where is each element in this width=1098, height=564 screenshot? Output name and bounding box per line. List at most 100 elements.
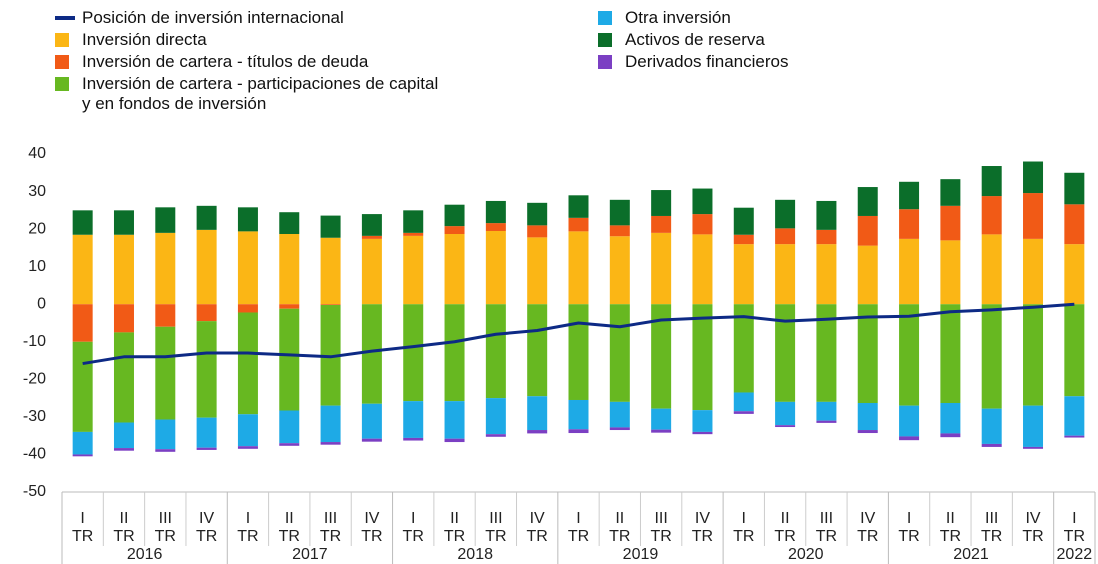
legend: Posición de inversión internacional Inver… xyxy=(55,8,998,114)
legend-label: Derivados financieros xyxy=(625,52,789,71)
bar-segment xyxy=(155,419,176,450)
bar-segment xyxy=(403,304,424,402)
legend-item: Derivados financieros xyxy=(598,52,998,72)
bar-segment xyxy=(733,207,754,235)
bar-segment xyxy=(361,304,382,404)
x-tick-label: TR xyxy=(733,528,754,545)
bar-segment xyxy=(527,225,548,238)
x-tick-label: II xyxy=(450,510,459,527)
x-tick-label: IV xyxy=(199,510,214,527)
bar-segment xyxy=(527,304,548,397)
bar-segment xyxy=(733,392,754,412)
x-tick-label: TR xyxy=(774,528,795,545)
bar-segment xyxy=(320,215,341,238)
bar-segment xyxy=(444,226,465,234)
bar-segment xyxy=(113,304,134,333)
bar-segment xyxy=(1023,161,1044,194)
bar-segment xyxy=(857,215,878,246)
bar-segment xyxy=(237,207,258,232)
legend-label: Inversión de cartera - participaciones d… xyxy=(82,74,439,113)
bar-segment xyxy=(403,210,424,233)
bar-segment xyxy=(320,405,341,443)
bar-segment xyxy=(444,204,465,227)
bar-segment xyxy=(775,425,796,428)
bar-segment xyxy=(775,244,796,305)
x-tick-label: TR xyxy=(444,528,465,545)
x-tick-label: TR xyxy=(816,528,837,545)
bar-segment xyxy=(444,438,465,443)
bar-segment xyxy=(403,235,424,305)
legend-swatch xyxy=(598,11,612,25)
x-group-label: 2017 xyxy=(292,546,328,563)
bar-segment xyxy=(568,217,589,232)
bar-segment xyxy=(816,200,837,230)
legend-label: Inversión directa xyxy=(82,30,207,49)
x-tick-label: TR xyxy=(72,528,93,545)
bar-segment xyxy=(485,200,506,224)
bar-segment xyxy=(113,448,134,451)
bar-segment xyxy=(651,190,672,216)
x-group-label: 2019 xyxy=(623,546,659,563)
y-tick-label: -50 xyxy=(23,483,46,500)
bar-segment xyxy=(981,443,1002,447)
y-tick-label: -30 xyxy=(23,408,46,425)
x-tick-label: TR xyxy=(361,528,382,545)
x-tick-label: TR xyxy=(609,528,630,545)
bar-segment xyxy=(733,244,754,305)
bar-segment xyxy=(940,433,961,438)
x-tick-label: I xyxy=(742,510,746,527)
bar-segment xyxy=(733,234,754,245)
legend-item: Posición de inversión internacional xyxy=(55,8,598,28)
bar-segment xyxy=(196,205,217,230)
bar-segment xyxy=(1064,244,1085,305)
bar-segment xyxy=(72,341,93,432)
bar-segment xyxy=(857,245,878,305)
bar-segment xyxy=(361,438,382,442)
x-tick-label: TR xyxy=(568,528,589,545)
bar-segment xyxy=(237,446,258,449)
bar-segment xyxy=(692,188,713,215)
x-group-label: 2022 xyxy=(1057,546,1093,563)
bar-segment xyxy=(899,436,920,441)
legend-item: Inversión de cartera - participaciones d… xyxy=(55,74,598,114)
bar-segment xyxy=(72,234,93,305)
x-tick-label: TR xyxy=(650,528,671,545)
bar-segment xyxy=(155,326,176,420)
legend-swatch xyxy=(598,55,612,69)
bar-segment xyxy=(444,304,465,402)
x-tick-label: TR xyxy=(692,528,713,545)
x-tick-label: TR xyxy=(940,528,961,545)
legend-item: Activos de reserva xyxy=(598,30,998,50)
x-tick-label: TR xyxy=(113,528,134,545)
bar-segment xyxy=(857,187,878,216)
bar-segment xyxy=(692,214,713,235)
bar-segment xyxy=(899,405,920,437)
bar-segment xyxy=(72,304,93,342)
bar-segment xyxy=(692,431,713,435)
x-tick-label: IV xyxy=(695,510,710,527)
legend-swatch xyxy=(598,33,612,47)
x-tick-label: II xyxy=(615,510,624,527)
bar-segment xyxy=(940,179,961,206)
y-tick-label: 30 xyxy=(28,183,46,200)
bar-segment xyxy=(981,234,1002,305)
bar-segment xyxy=(609,427,630,431)
bar-segment xyxy=(609,236,630,305)
bar-segment xyxy=(1064,396,1085,436)
x-tick-label: I xyxy=(1072,510,1076,527)
y-tick-label: 10 xyxy=(28,258,46,275)
bar-segment xyxy=(361,403,382,439)
bar-segment xyxy=(651,429,672,433)
x-tick-label: III xyxy=(820,510,833,527)
bar-segment xyxy=(72,431,93,455)
bar-segment xyxy=(403,437,424,441)
x-tick-label: I xyxy=(576,510,580,527)
bar-segment xyxy=(609,304,630,402)
x-tick-label: III xyxy=(985,510,998,527)
bar-segment xyxy=(527,237,548,305)
x-tick-label: TR xyxy=(237,528,258,545)
legend-swatch xyxy=(55,33,69,47)
bar-segment xyxy=(1023,446,1044,449)
bar-segment xyxy=(940,402,961,434)
